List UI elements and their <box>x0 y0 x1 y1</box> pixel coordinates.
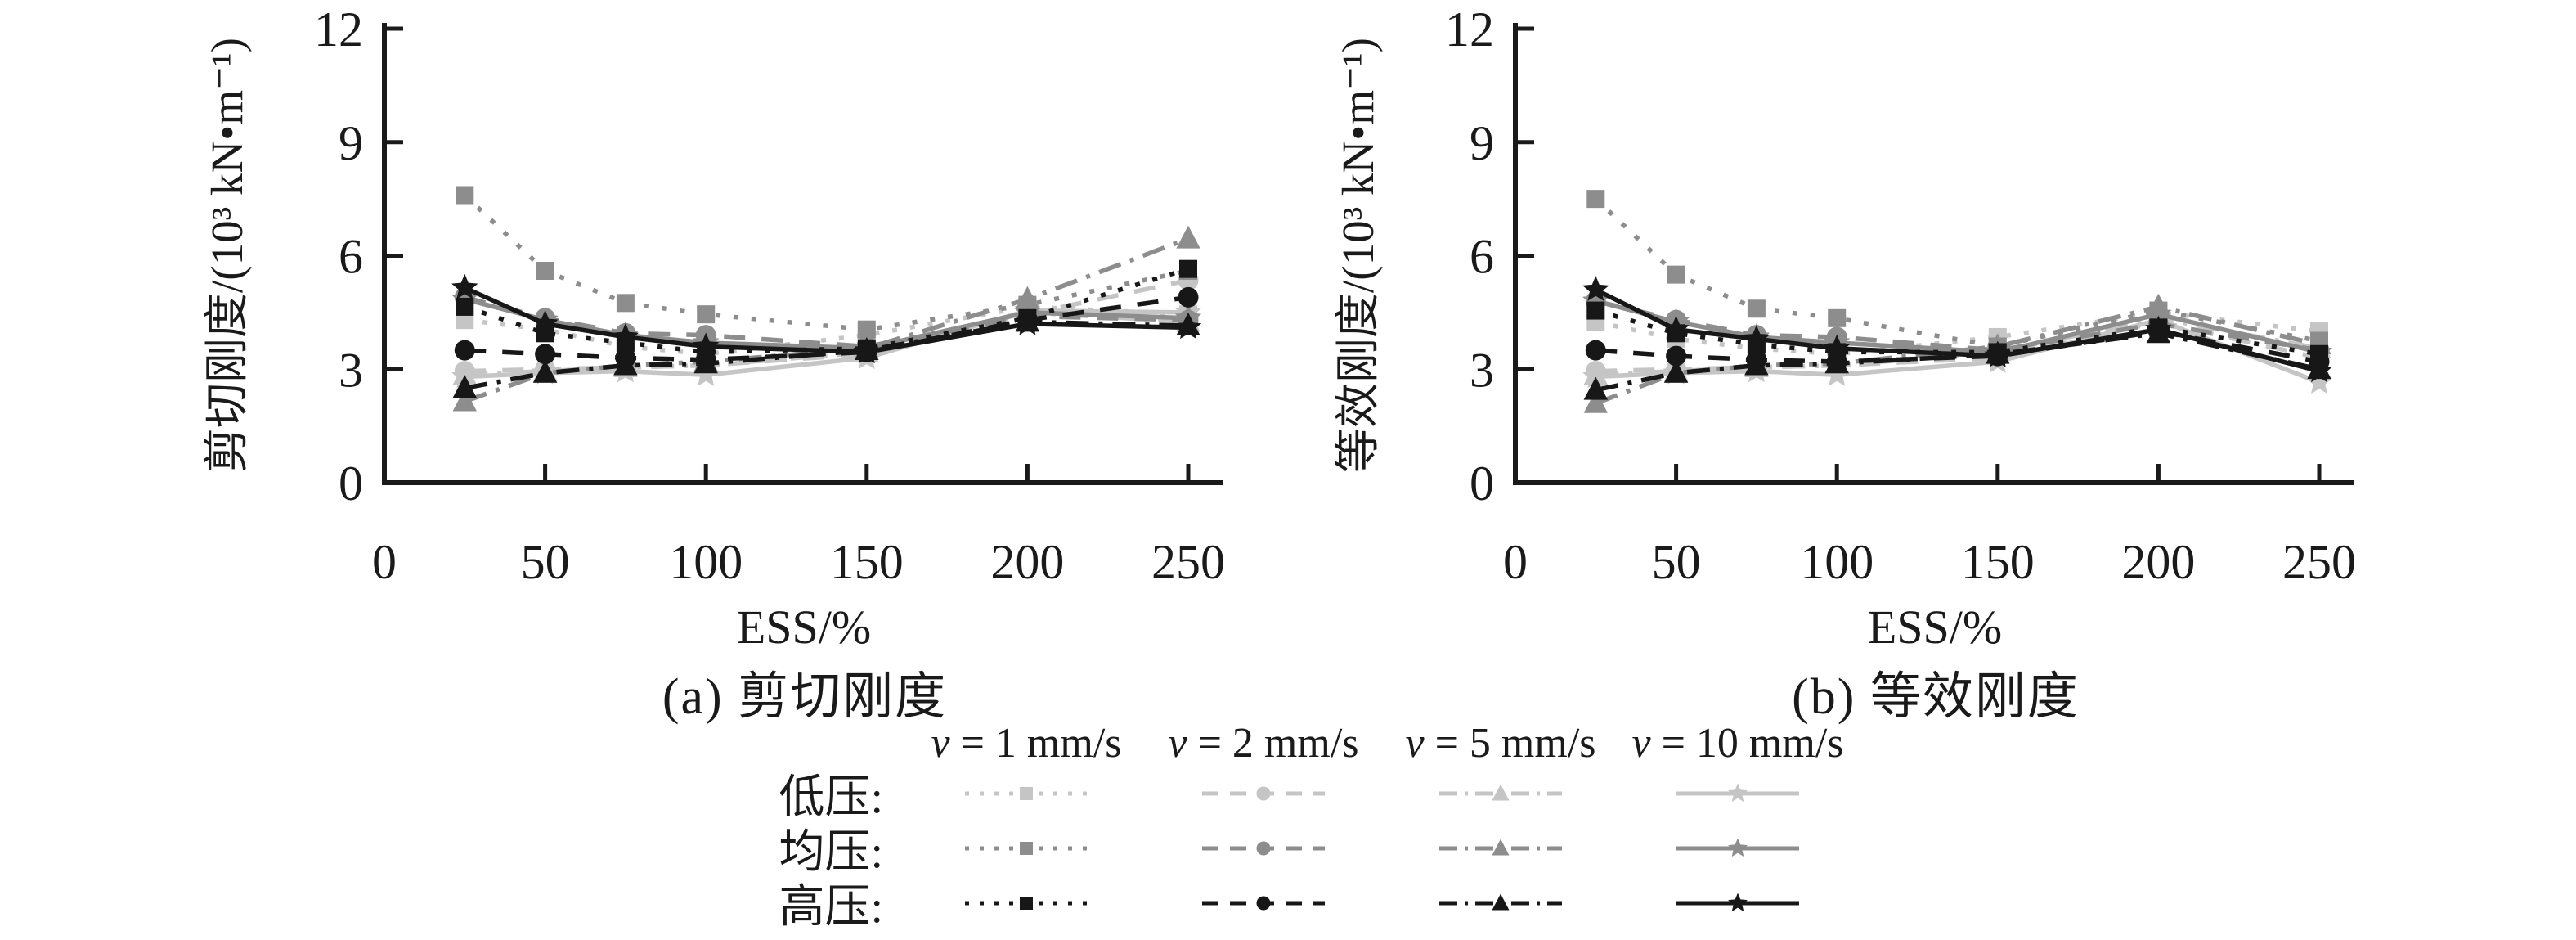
caption-a: (a) 剪切刚度 <box>662 669 948 725</box>
legend-header-v5: v = 5 mm/s <box>1382 719 1619 767</box>
legend-row-label-uniform-pressure: 均压: <box>779 827 883 878</box>
legend-sample-mid-v1 <box>908 830 1145 866</box>
legend-header-v5-symbol: v <box>1405 719 1425 767</box>
svg-text:0: 0 <box>1503 535 1528 589</box>
svg-text:0: 0 <box>1470 457 1494 510</box>
legend-row-label-high-pressure: 高压: <box>779 882 883 933</box>
legend-header-v2-symbol: v <box>1168 719 1187 767</box>
legend-sample-low-v1 <box>908 776 1145 812</box>
legend-header-v2: v = 2 mm/s <box>1145 719 1382 767</box>
legend-header-v2-rest: = 2 mm/s <box>1187 719 1359 767</box>
svg-text:250: 250 <box>2282 535 2356 589</box>
legend-header-v1: v = 1 mm/s <box>908 719 1145 767</box>
svg-text:0: 0 <box>339 457 363 510</box>
legend-header-v10-symbol: v <box>1631 719 1651 767</box>
legend-header-v10: v = 10 mm/s <box>1619 719 1856 767</box>
legend-sample-high-v2 <box>1145 885 1382 921</box>
svg-text:100: 100 <box>669 535 743 589</box>
chart-b-equivalent-stiffness: 0 3 6 9 12 0 50 100 150 200 250 ESS/% 等效刚度/(10³ kN•m… <box>1333 2 2356 654</box>
svg-text:12: 12 <box>314 2 363 56</box>
svg-text:12: 12 <box>1445 2 1494 56</box>
svg-text:6: 6 <box>1470 230 1494 284</box>
legend-sample-low-v10 <box>1619 776 1856 812</box>
legend-header-v5-rest: = 5 mm/s <box>1424 719 1596 767</box>
legend-sample-high-v5 <box>1382 885 1619 921</box>
svg-text:6: 6 <box>339 230 363 284</box>
svg-text:3: 3 <box>1470 343 1494 397</box>
svg-text:剪切刚度/(10³ kN•m⁻¹): 剪切刚度/(10³ kN•m⁻¹) <box>202 38 252 473</box>
svg-text:150: 150 <box>1961 535 2035 589</box>
legend: v = 1 mm/s v = 2 mm/s v = 5 mm/s v = 10 … <box>761 719 1856 933</box>
legend-sample-mid-v10 <box>1619 830 1856 866</box>
svg-text:3: 3 <box>339 343 363 397</box>
caption-b: (b) 等效刚度 <box>1792 669 2080 725</box>
legend-sample-low-v5 <box>1382 776 1619 812</box>
legend-sample-low-v2 <box>1145 776 1382 812</box>
svg-text:9: 9 <box>1470 116 1494 170</box>
svg-text:250: 250 <box>1151 535 1225 589</box>
legend-sample-mid-v5 <box>1382 830 1619 866</box>
svg-text:50: 50 <box>1652 535 1701 589</box>
svg-text:150: 150 <box>830 535 904 589</box>
legend-sample-high-v10 <box>1619 885 1856 921</box>
svg-text:200: 200 <box>2121 535 2195 589</box>
legend-header-v10-rest: = 10 mm/s <box>1650 719 1844 767</box>
chart-a-shear-stiffness: 0 3 6 9 12 0 50 100 150 200 250 ESS/% 剪切刚度/(10³ kN•m… <box>202 2 1225 654</box>
svg-text:50: 50 <box>521 535 570 589</box>
svg-text:ESS/%: ESS/% <box>1868 600 2002 654</box>
legend-header-v1-rest: = 1 mm/s <box>949 719 1122 767</box>
svg-text:等效刚度/(10³ kN•m⁻¹): 等效刚度/(10³ kN•m⁻¹) <box>1333 38 1383 473</box>
legend-row-label-low-pressure: 低压: <box>779 772 883 823</box>
svg-text:100: 100 <box>1800 535 1874 589</box>
svg-text:200: 200 <box>990 535 1064 589</box>
legend-header-v1-symbol: v <box>931 719 950 767</box>
svg-text:0: 0 <box>372 535 397 589</box>
legend-sample-high-v1 <box>908 885 1145 921</box>
svg-text:9: 9 <box>339 116 363 170</box>
legend-sample-mid-v2 <box>1145 830 1382 866</box>
svg-text:ESS/%: ESS/% <box>737 600 871 654</box>
